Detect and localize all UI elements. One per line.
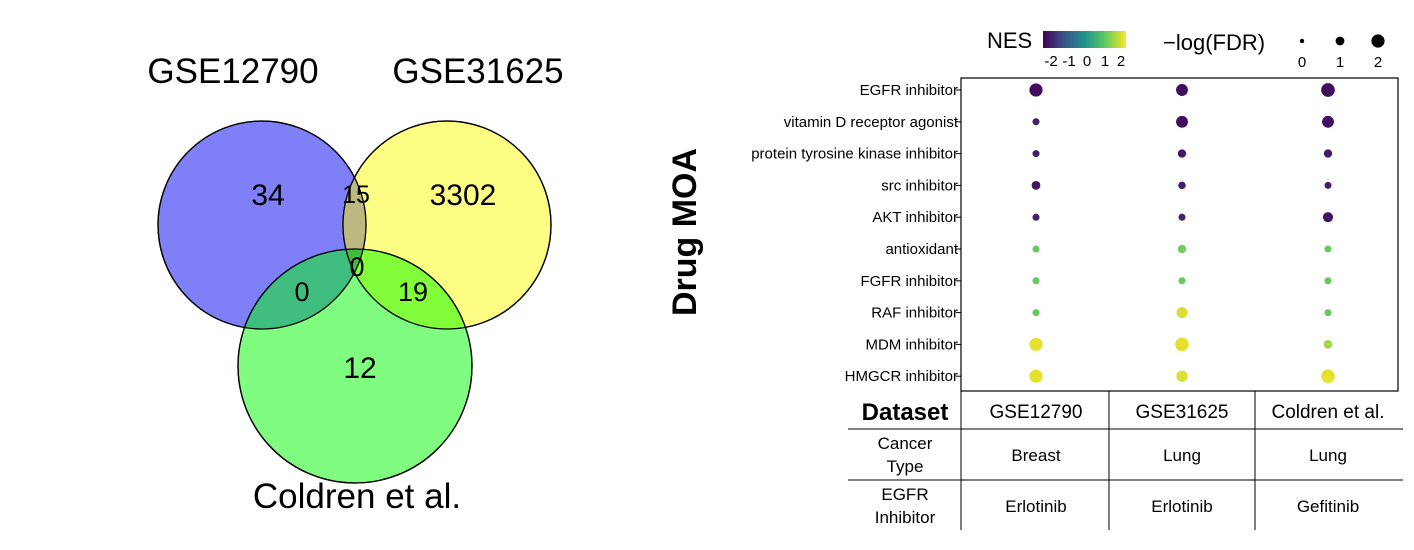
dot-point xyxy=(1029,337,1043,351)
dot-point xyxy=(1029,369,1043,383)
nes-legend-title: NES xyxy=(987,28,1032,53)
venn-overlap-a-c xyxy=(238,249,366,329)
venn-count-a-b: 15 xyxy=(342,181,370,209)
dot-point xyxy=(1176,115,1188,128)
nes-legend-ticks: -2 -1 0 1 2 xyxy=(1044,53,1125,70)
dot-point xyxy=(1177,244,1187,254)
venn-count-only-b: 3302 xyxy=(430,179,497,212)
dot-point xyxy=(1324,245,1332,253)
table-header-label: Dataset xyxy=(862,399,949,426)
dot-point xyxy=(1324,277,1332,285)
fdr-tick-label: 2 xyxy=(1374,54,1382,71)
dot-point xyxy=(1323,149,1333,158)
y-tick-label: RAF inhibitor xyxy=(871,305,958,322)
venn-count-only-c: 12 xyxy=(343,352,376,385)
dot-marks xyxy=(1029,83,1335,384)
nes-legend: NES -2 -1 0 1 2 xyxy=(987,28,1126,70)
fdr-legend-items: 0 1 2 xyxy=(1298,34,1385,71)
table-cell: Lung xyxy=(1163,446,1201,465)
nes-tick-label: 0 xyxy=(1083,53,1091,70)
table-cell: Erlotinib xyxy=(1005,497,1066,516)
plot-panel xyxy=(960,77,1399,392)
dot-point xyxy=(1176,307,1188,319)
table-cell: Lung xyxy=(1309,446,1347,465)
table-row-label: Inhibitor xyxy=(875,508,936,527)
dot-point xyxy=(1178,213,1186,221)
y-tick-label: FGFR inhibitor xyxy=(860,273,958,290)
y-tick-label: vitamin D receptor agonist xyxy=(784,114,959,131)
fdr-legend-dot xyxy=(1299,38,1305,44)
fdr-legend-title: −log(FDR) xyxy=(1163,30,1265,55)
table-cell: Erlotinib xyxy=(1151,497,1212,516)
dot-point xyxy=(1178,181,1186,190)
table-column-header: GSE12790 xyxy=(990,402,1083,423)
y-tick-label: antioxidant xyxy=(885,241,958,258)
dot-point xyxy=(1178,277,1186,285)
venn-overlap-b-c xyxy=(343,249,472,329)
nes-tick-label: 1 xyxy=(1101,53,1109,70)
venn-count-b-c: 19 xyxy=(398,277,428,307)
nes-tick-label: -1 xyxy=(1062,53,1075,70)
table-row-label: Type xyxy=(887,457,924,476)
dot-point xyxy=(1032,213,1040,221)
y-tick-label: EGFR inhibitor xyxy=(860,82,958,99)
dot-point xyxy=(1321,83,1335,97)
dot-point xyxy=(1032,309,1040,317)
table-cells: GSE12790 GSE31625 Coldren et al. Cancer Type… xyxy=(875,402,1385,527)
table-row-label: EGFR xyxy=(881,485,928,504)
dataset-table: Dataset GSE12790 GSE31625 Coldren et al. Ca… xyxy=(848,391,1403,530)
dot-point xyxy=(1176,370,1188,382)
table-cell: Gefitinib xyxy=(1297,497,1359,516)
dot-point xyxy=(1177,149,1187,158)
y-tick-label: HMGCR inhibitor xyxy=(845,368,958,385)
y-tick-label: protein tyrosine kinase inhibitor xyxy=(751,146,958,163)
venn-count-a-c: 0 xyxy=(294,277,309,307)
venn-label-coldren: Coldren et al. xyxy=(253,477,461,516)
venn-label-gse12790: GSE12790 xyxy=(147,52,318,91)
y-tick-label: MDM inhibitor xyxy=(865,336,958,353)
dot-point xyxy=(1031,181,1041,190)
dot-point xyxy=(1032,245,1040,253)
dot-point xyxy=(1176,84,1188,96)
dot-point xyxy=(1321,369,1335,384)
table-cell: Breast xyxy=(1011,446,1060,465)
dot-point xyxy=(1032,150,1040,158)
table-column-header: Coldren et al. xyxy=(1271,402,1384,423)
dot-point xyxy=(1324,309,1332,317)
dot-point xyxy=(1175,337,1189,352)
fdr-legend-dot xyxy=(1335,36,1345,46)
dot-point xyxy=(1322,115,1334,128)
fdr-tick-label: 1 xyxy=(1336,54,1344,71)
venn-diagram: GSE12790 GSE31625 Coldren et al. 34 15 3… xyxy=(147,52,563,516)
y-tick-label: AKT inhibitor xyxy=(872,209,958,226)
dot-point xyxy=(1032,118,1040,126)
dot-plot: Drug MOA EGFR inhibitor vitamin D recepto… xyxy=(666,77,1399,392)
table-row-label: Cancer xyxy=(878,434,933,453)
nes-tick-label: 2 xyxy=(1117,53,1125,70)
fdr-legend: −log(FDR) 0 1 2 xyxy=(1163,30,1385,71)
dot-point xyxy=(1029,83,1043,97)
table-column-header: GSE31625 xyxy=(1136,402,1229,423)
nes-tick-label: -2 xyxy=(1044,53,1057,70)
fdr-legend-dot xyxy=(1371,34,1385,48)
dot-point xyxy=(1323,340,1333,349)
dot-point xyxy=(1324,181,1332,189)
y-tick-label: src inhibitor xyxy=(881,177,958,194)
dot-point xyxy=(1032,277,1040,285)
y-axis-ticks xyxy=(956,89,961,377)
nes-colorbar xyxy=(1043,31,1126,48)
dot-point xyxy=(1322,212,1334,223)
venn-label-gse31625: GSE31625 xyxy=(392,52,563,91)
y-axis-labels: EGFR inhibitor vitamin D receptor agonist… xyxy=(751,82,959,385)
table-grid xyxy=(848,391,1403,530)
venn-count-only-a: 34 xyxy=(251,179,284,212)
y-axis-title: Drug MOA xyxy=(666,148,704,316)
venn-count-a-b-c: 0 xyxy=(349,252,364,282)
fdr-tick-label: 0 xyxy=(1298,54,1306,71)
